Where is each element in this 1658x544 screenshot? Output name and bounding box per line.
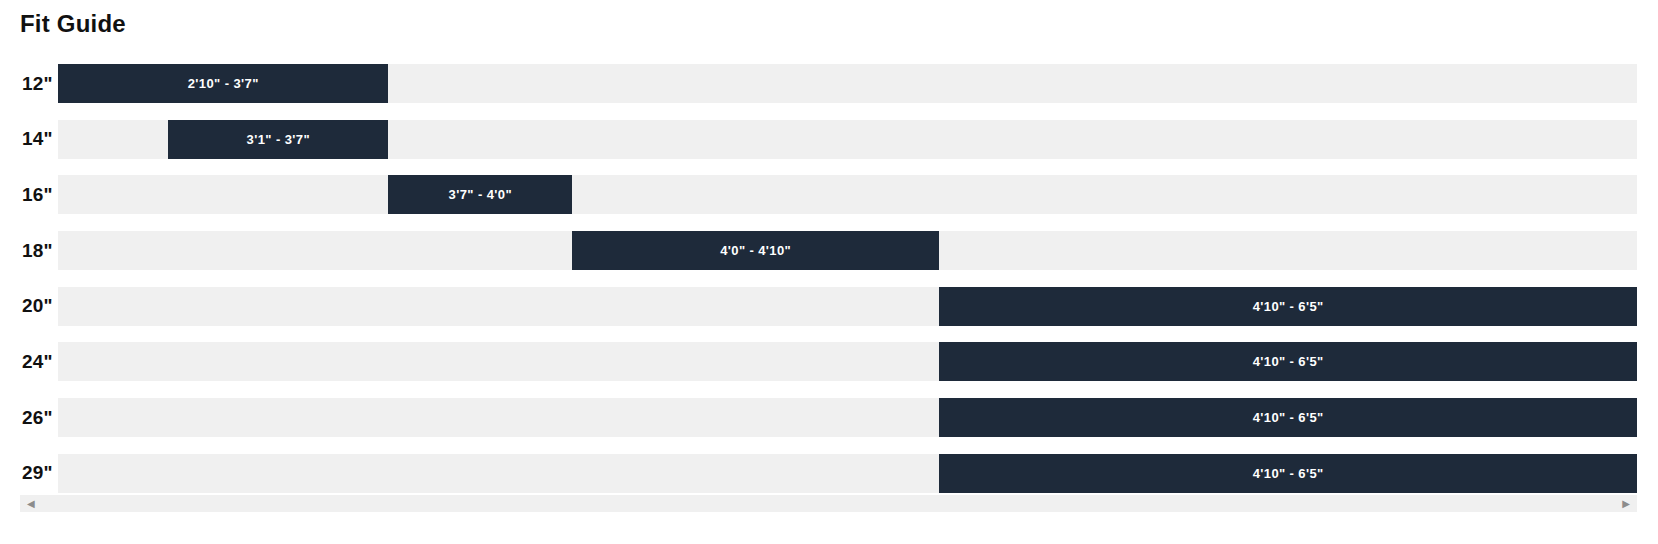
height-range-label: 4'10" - 6'5" xyxy=(1253,299,1324,314)
height-range-track: 3'1" - 3'7" xyxy=(58,120,1637,159)
height-range-bar: 4'10" - 6'5" xyxy=(939,454,1637,493)
page-title: Fit Guide xyxy=(20,10,126,38)
fit-guide-row: 18" 4'0" - 4'10" xyxy=(20,231,1637,270)
height-range-track: 4'10" - 6'5" xyxy=(58,342,1637,381)
height-range-track: 2'10" - 3'7" xyxy=(58,64,1637,103)
height-range-track: 4'10" - 6'5" xyxy=(58,398,1637,437)
height-range-bar: 3'1" - 3'7" xyxy=(168,120,388,159)
height-range-track: 4'10" - 6'5" xyxy=(58,454,1637,493)
wheel-size-label: 20" xyxy=(20,287,58,326)
fit-guide-row: 20" 4'10" - 6'5" xyxy=(20,287,1637,326)
height-range-track: 3'7" - 4'0" xyxy=(58,175,1637,214)
height-range-label: 2'10" - 3'7" xyxy=(188,76,259,91)
height-range-label: 4'10" - 6'5" xyxy=(1253,354,1324,369)
wheel-size-label: 14" xyxy=(20,120,58,159)
height-range-bar: 3'7" - 4'0" xyxy=(388,175,572,214)
wheel-size-label: 26" xyxy=(20,398,58,437)
height-range-label: 4'10" - 6'5" xyxy=(1253,410,1324,425)
fit-guide-row: 29" 4'10" - 6'5" xyxy=(20,454,1637,493)
fit-guide-row: 16" 3'7" - 4'0" xyxy=(20,175,1637,214)
height-range-label: 3'1" - 3'7" xyxy=(247,132,310,147)
scrollbar-right-arrow-icon[interactable]: ▶ xyxy=(1622,499,1630,509)
wheel-size-label: 18" xyxy=(20,231,58,270)
height-range-bar: 4'0" - 4'10" xyxy=(572,231,939,270)
height-range-bar: 4'10" - 6'5" xyxy=(939,398,1637,437)
height-range-label: 4'10" - 6'5" xyxy=(1253,466,1324,481)
wheel-size-label: 24" xyxy=(20,342,58,381)
wheel-size-label: 12" xyxy=(20,64,58,103)
height-range-track: 4'0" - 4'10" xyxy=(58,231,1637,270)
wheel-size-label: 29" xyxy=(20,454,58,493)
height-range-bar: 4'10" - 6'5" xyxy=(939,287,1637,326)
height-range-track: 4'10" - 6'5" xyxy=(58,287,1637,326)
wheel-size-label: 16" xyxy=(20,175,58,214)
fit-guide-section: Fit Guide 12"2'10" - 3'7"14"3'1" - 3'7"1… xyxy=(0,0,1658,544)
fit-guide-row: 24" 4'10" - 6'5" xyxy=(20,342,1637,381)
fit-guide-row: 26" 4'10" - 6'5" xyxy=(20,398,1637,437)
height-range-bar: 4'10" - 6'5" xyxy=(939,342,1637,381)
fit-guide-row: 14" 3'1" - 3'7" xyxy=(20,120,1637,159)
height-range-label: 4'0" - 4'10" xyxy=(720,243,791,258)
height-range-label: 3'7" - 4'0" xyxy=(449,187,512,202)
fit-guide-chart: 12" 2'10" - 3'7" 14" 3'1" - 3'7" 16" 3'7" - 4… xyxy=(20,64,1637,493)
horizontal-scrollbar[interactable]: ◀ ▶ xyxy=(20,495,1637,512)
fit-guide-row: 12" 2'10" - 3'7" xyxy=(20,64,1637,103)
height-range-bar: 2'10" - 3'7" xyxy=(58,64,388,103)
scrollbar-left-arrow-icon[interactable]: ◀ xyxy=(27,499,35,509)
